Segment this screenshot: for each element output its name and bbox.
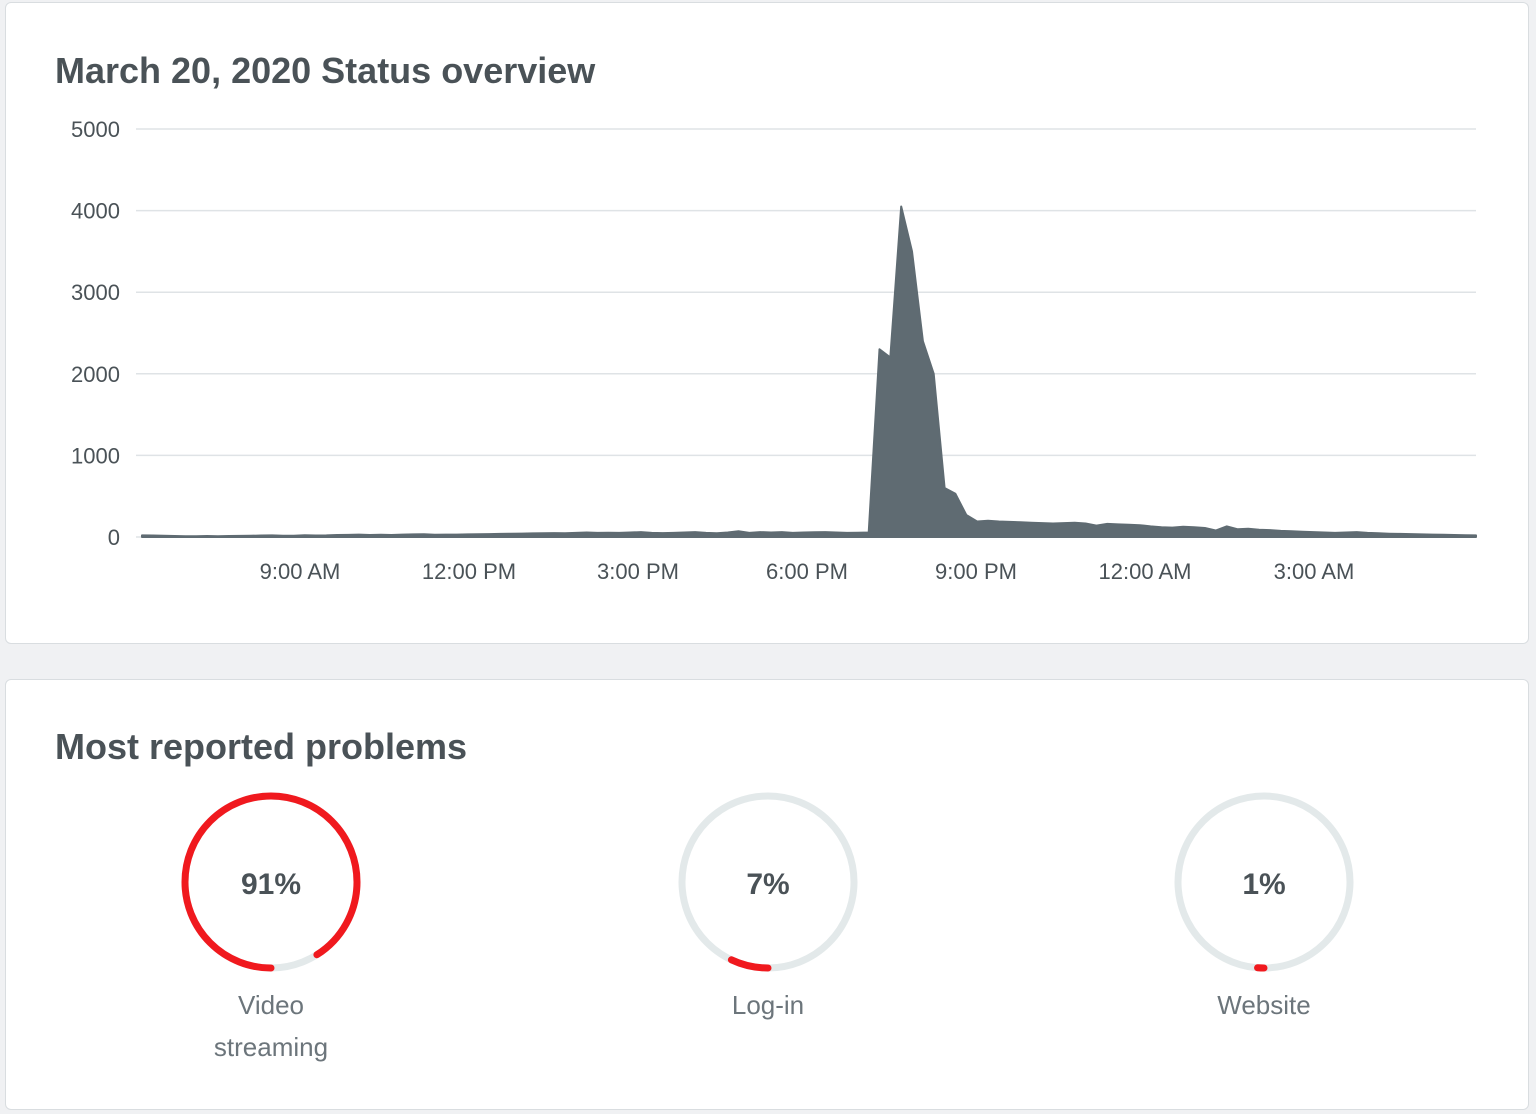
y-tick-label: 2000 (71, 362, 120, 387)
problem-label: Log-in (731, 990, 805, 1020)
y-tick-label: 5000 (71, 117, 120, 142)
ring-svg (678, 792, 858, 972)
status-chart[interactable]: 0 1000 2000 3000 4000 5000 9:00 AM 12:00 PM 3:00… (6, 3, 1530, 643)
ring-svg (1174, 792, 1354, 972)
x-tick-label: 12:00 AM (1099, 559, 1192, 584)
progress-ring: 7% (676, 790, 860, 974)
x-tick-label: 6:00 PM (766, 559, 848, 584)
x-tick-label: 9:00 AM (260, 559, 341, 584)
x-tick-label: 3:00 AM (1274, 559, 1355, 584)
x-tick-label: 3:00 PM (597, 559, 679, 584)
progress-ring: 91% (179, 790, 363, 974)
x-tick-label: 9:00 PM (935, 559, 1017, 584)
problems-title: Most reported problems (55, 726, 468, 767)
status-title: March 20, 2020 Status overview (55, 50, 596, 91)
ring-progress-arc (1174, 792, 1354, 972)
problem-percent: 7% (746, 868, 790, 901)
y-tick-label: 1000 (71, 443, 120, 468)
ring-progress-arc (181, 792, 361, 972)
y-tick-label: 0 (108, 525, 120, 550)
progress-ring: 1% (1172, 790, 1356, 974)
y-tick-label: 4000 (71, 199, 120, 224)
problem-label: Video streaming (213, 990, 329, 1062)
status-overview-card: March 20, 2020 Status overview 0 1000 2000… (5, 2, 1529, 644)
most-reported-problems-card: Most reported problems 91% Video streami… (5, 679, 1529, 1110)
ring-svg (181, 792, 361, 972)
problem-percent: 1% (1242, 868, 1286, 901)
problem-website[interactable]: 1% Website (1144, 790, 1384, 1026)
problem-label: Website (1217, 990, 1311, 1020)
problem-video-streaming[interactable]: 91% Video streaming (151, 790, 391, 1068)
x-tick-label: 12:00 PM (422, 559, 516, 584)
problem-percent: 91% (240, 868, 302, 901)
problem-log-in[interactable]: 7% Log-in (648, 790, 888, 1026)
y-tick-label: 3000 (71, 280, 120, 305)
report-count-area[interactable] (141, 205, 1477, 538)
ring-progress-arc (678, 792, 858, 972)
